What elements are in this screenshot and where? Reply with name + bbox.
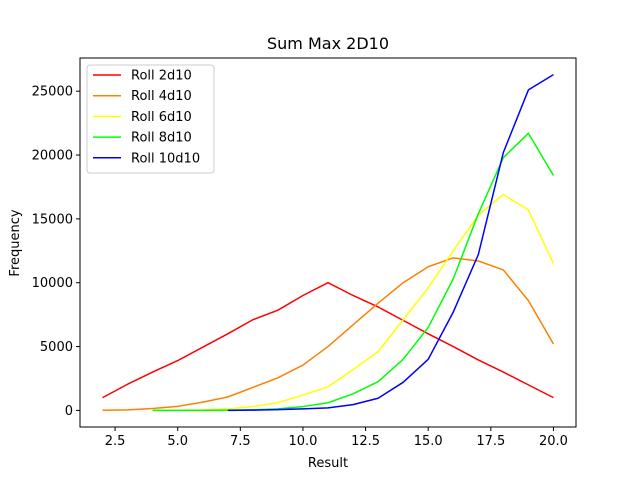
series-line-1 [102, 257, 555, 412]
legend: Roll 2d10 Roll 4d10 Roll 6d10 Roll 8d10 Roll… [86, 64, 215, 174]
plot-lines [102, 73, 555, 412]
x-tick-label: 10.0 [288, 434, 317, 449]
series-line-3 [152, 132, 555, 412]
y-tick-label: 0 [65, 404, 73, 419]
series-line-2 [152, 193, 555, 412]
x-tick-label: 5.0 [167, 434, 188, 449]
x-axis: 2.5 5.0 7.5 10.0 12.5 15.0 17.5 20.0 [105, 427, 568, 449]
x-tick-label: 17.5 [476, 434, 505, 449]
x-tick-label: 15.0 [414, 434, 443, 449]
x-tick-label: 2.5 [105, 434, 126, 449]
legend-label: Roll 4d10 [131, 89, 192, 104]
y-axis: 0 5000 10000 15000 20000 25000 [32, 85, 80, 419]
chart-title: Sum Max 2D10 [267, 34, 389, 53]
x-tick-label: 12.5 [351, 434, 380, 449]
series-line-4 [227, 73, 554, 412]
x-tick-label: 20.0 [539, 434, 568, 449]
y-tick-label: 5000 [40, 340, 73, 355]
legend-label: Roll 10d10 [131, 151, 200, 166]
legend-label: Roll 2d10 [131, 69, 192, 84]
y-tick-label: 15000 [32, 212, 73, 227]
legend-label: Roll 8d10 [131, 131, 192, 146]
plot-frame [79, 57, 577, 428]
legend-box [86, 64, 215, 174]
y-tick-label: 20000 [32, 149, 73, 164]
legend-label: Roll 6d10 [131, 110, 192, 125]
y-tick-label: 10000 [32, 276, 73, 291]
x-tick-label: 7.5 [230, 434, 251, 449]
x-axis-title: Result [308, 456, 348, 471]
y-axis-title: Frequency [8, 209, 23, 276]
y-tick-label: 25000 [32, 85, 73, 100]
series-line-0 [102, 281, 554, 399]
